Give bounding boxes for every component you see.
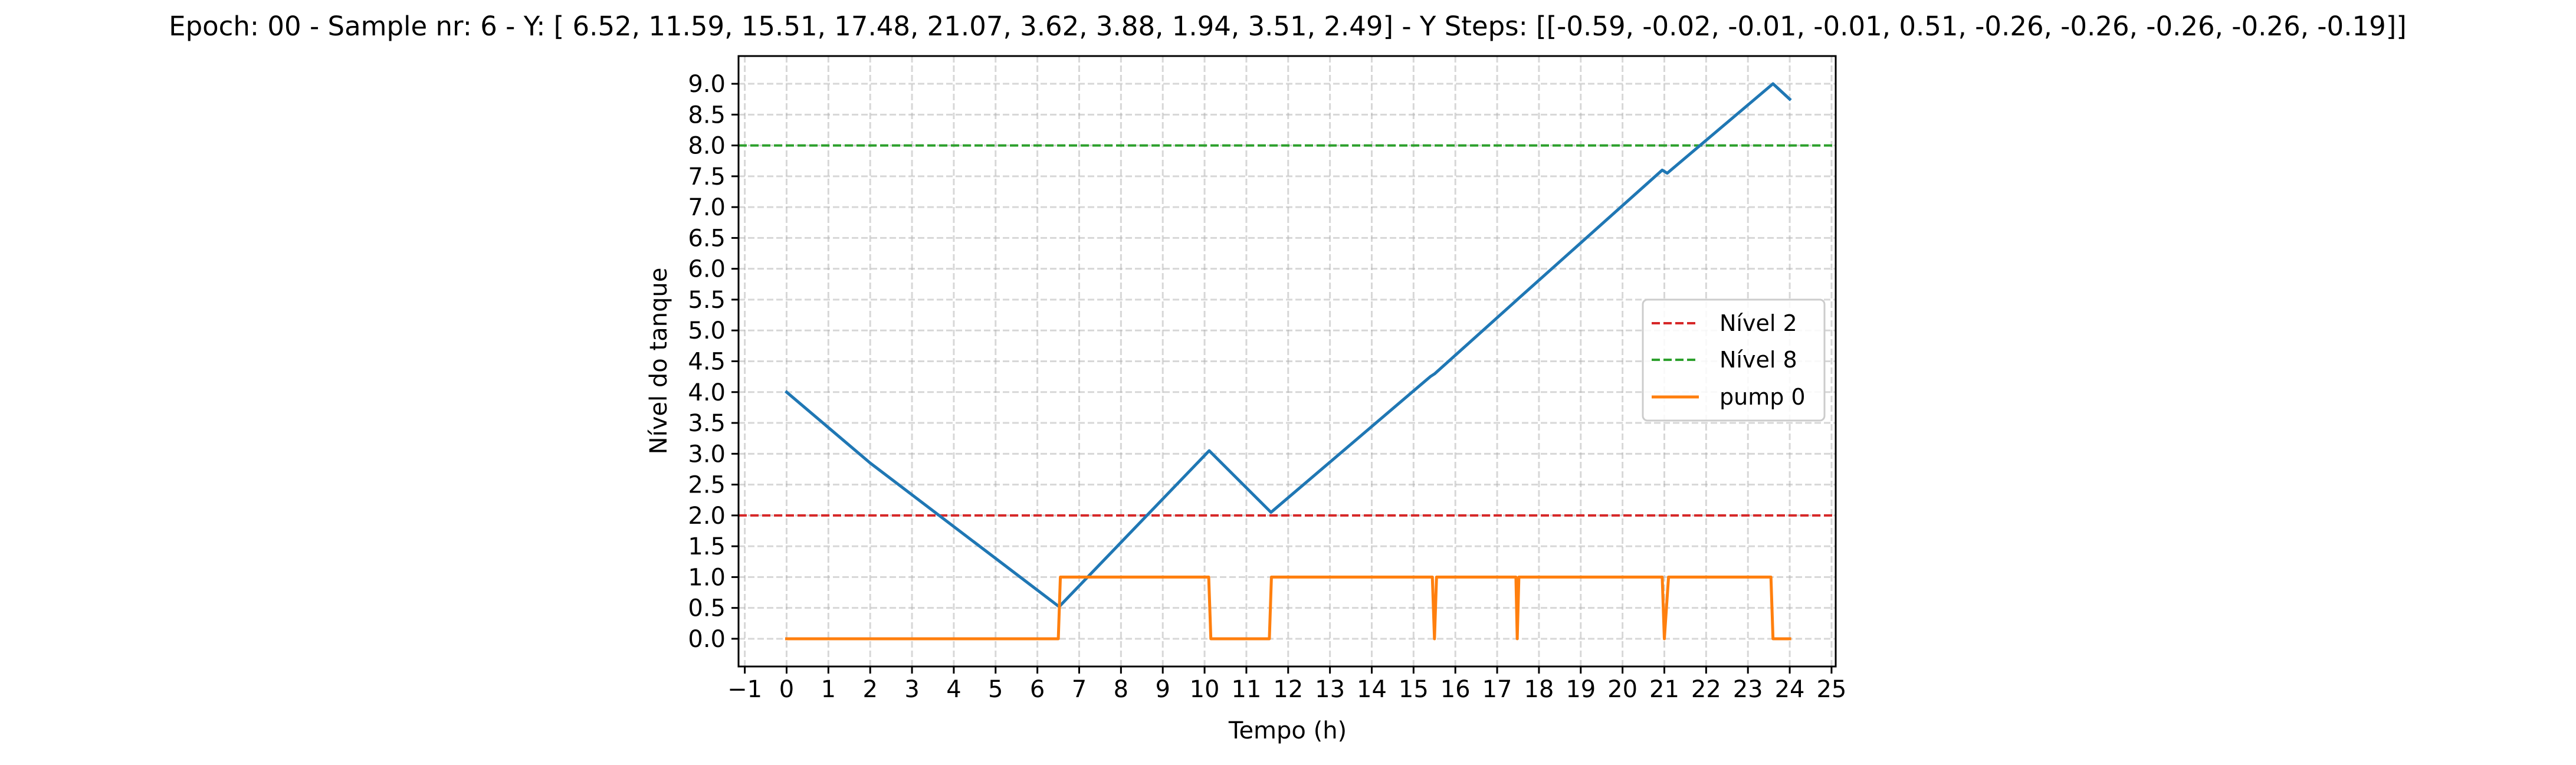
y-tick-label: 6.5 [688,225,726,252]
y-tick-label: 7.0 [688,194,726,221]
x-tick-label: 10 [1190,676,1220,703]
series-lines [784,82,1792,641]
x-tick-label: 17 [1482,676,1512,703]
y-tick-label: 5.0 [688,317,726,344]
x-tick-label: 24 [1775,676,1805,703]
chart-title: Epoch: 00 - Sample nr: 6 - Y: [ 6.52, 11… [169,11,2407,42]
x-tick-label: 13 [1315,676,1345,703]
y-tick-label: 0.0 [688,626,726,653]
y-tick-label: 8.0 [688,133,726,160]
y-axis-ticks: 0.0 0.5 1.0 1.5 2.0 2.5 3.0 3.5 4.0 4.5 5.0 5.5 6.0 6… [688,71,739,653]
x-tick-label: 15 [1399,676,1429,703]
x-tick-label: 3 [904,676,919,703]
y-tick-label: 8.5 [688,101,726,129]
x-tick-label: 4 [946,676,961,703]
x-tick-label: 6 [1030,676,1045,703]
x-tick-label: 12 [1273,676,1303,703]
y-axis-label: Nível do tanque [645,268,672,455]
y-tick-label: 9.0 [688,71,726,98]
x-tick-label: 20 [1607,676,1638,703]
y-tick-label: 5.5 [688,287,726,314]
legend-label-nivel-8: Nível 8 [1719,347,1797,373]
x-tick-label: 21 [1649,676,1679,703]
x-tick-label: 19 [1566,676,1596,703]
legend-label-pump-0: pump 0 [1719,384,1806,410]
legend-label-nivel-2: Nível 2 [1719,310,1797,336]
series-line-pump-0 [785,575,1791,641]
y-tick-label: 2.0 [688,503,726,530]
y-tick-label: 1.5 [688,533,726,560]
threshold-lines [739,144,1836,517]
y-tick-label: 4.5 [688,349,726,376]
x-tick-label: 25 [1816,676,1846,703]
x-tick-label: 0 [779,676,794,703]
x-tick-label: 5 [988,676,1003,703]
x-tick-label: 22 [1691,676,1721,703]
x-tick-label: 7 [1072,676,1087,703]
x-tick-label: 9 [1155,676,1170,703]
x-tick-label: 14 [1357,676,1387,703]
x-tick-label: 18 [1524,676,1554,703]
x-tick-label: 2 [862,676,877,703]
x-axis-ticks: −1 0 1 2 3 4 5 6 7 8 9 10 11 12 13 14 15 16 17 18 19 20 21 22 23… [727,666,1846,703]
x-tick-label: 8 [1114,676,1128,703]
x-tick-label: 23 [1733,676,1763,703]
x-tick-label: 11 [1231,676,1261,703]
y-tick-label: 7.5 [688,163,726,191]
legend-box [1642,298,1826,422]
x-tick-label: −1 [727,676,762,703]
grid [739,56,1836,666]
x-tick-label: 1 [821,676,836,703]
legend: Nível 2 Nível 8 pump 0 [1642,298,1826,422]
y-tick-label: 3.0 [688,441,726,468]
y-tick-label: 1.0 [688,564,726,591]
y-tick-label: 6.0 [688,256,726,283]
y-tick-label: 3.5 [688,410,726,437]
x-tick-label: 16 [1440,676,1471,703]
x-axis-label: Tempo (h) [1228,717,1347,744]
y-tick-label: 0.5 [688,595,726,622]
y-tick-label: 4.0 [688,379,726,406]
y-tick-label: 2.5 [688,472,726,499]
